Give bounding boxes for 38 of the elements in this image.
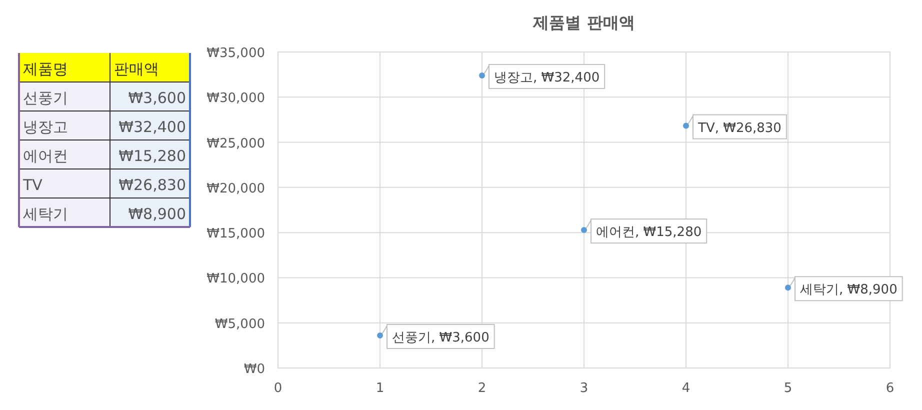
point — [785, 284, 791, 291]
x-tick-label: 0 — [274, 381, 282, 396]
text: 제품명 — [23, 60, 68, 78]
data-label: TV, ₩26,830 — [697, 120, 782, 136]
data-label: 세탁기, ₩8,900 — [800, 282, 898, 298]
data-label: 냉장고, ₩32,400 — [494, 70, 600, 86]
data-label: 선풍기, ₩3,600 — [392, 330, 490, 346]
point — [377, 332, 383, 338]
category-label: 선풍기 — [23, 89, 68, 107]
point — [479, 72, 485, 78]
category-label: 에어컨 — [23, 147, 68, 165]
y-tick-label: ₩10,000 — [206, 272, 265, 287]
text: 판매액 — [114, 60, 159, 78]
x-tick-label: 1 — [376, 381, 384, 396]
text: ₩3,600 — [128, 89, 186, 107]
x-tick-label: 4 — [682, 381, 690, 396]
category-label: 냉장고 — [23, 118, 68, 136]
x-tick-label: 2 — [478, 381, 486, 396]
text: ₩8,900 — [128, 205, 186, 223]
x-tick-label: 3 — [580, 381, 588, 396]
y-tick-label: ₩15,000 — [206, 226, 265, 242]
text: ₩15,280 — [118, 147, 186, 165]
x-tick-label: 6 — [886, 381, 894, 396]
y-tick-label: ₩0 — [244, 362, 265, 377]
chart-title: 제품별 판매액 — [532, 13, 635, 32]
text: ₩26,830 — [118, 176, 186, 194]
x-tick-label: 5 — [784, 381, 792, 396]
y-tick-label: ₩5,000 — [214, 316, 265, 332]
data-label: 에어컨, ₩15,280 — [596, 225, 702, 240]
y-tick-label: ₩25,000 — [206, 136, 265, 152]
point — [581, 227, 587, 234]
text: ₩32,400 — [118, 118, 186, 136]
point — [683, 122, 689, 129]
y-tick-label: ₩30,000 — [206, 91, 265, 106]
category-label: TV — [22, 176, 44, 194]
y-tick-label: ₩35,000 — [206, 46, 265, 61]
category-label: 세탁기 — [23, 205, 68, 223]
y-tick-label: ₩20,000 — [206, 181, 265, 196]
